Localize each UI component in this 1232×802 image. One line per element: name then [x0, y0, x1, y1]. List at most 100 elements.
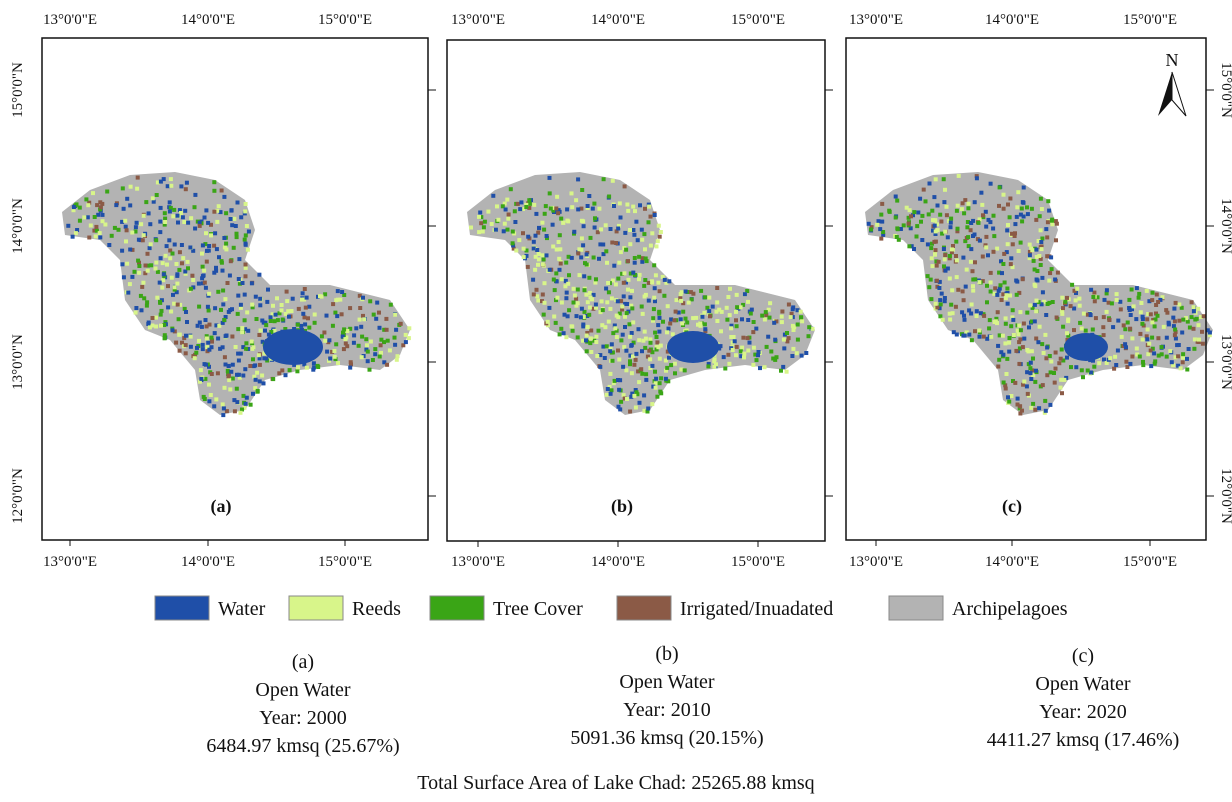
land-cover-pixel: [340, 334, 345, 339]
land-cover-pixel: [271, 377, 276, 382]
land-cover-pixel: [197, 338, 201, 343]
land-cover-pixel: [563, 284, 568, 289]
land-cover-pixel: [969, 302, 974, 307]
land-cover-pixel: [604, 249, 609, 254]
land-cover-pixel: [223, 334, 228, 339]
land-cover-pixel: [304, 295, 309, 300]
land-cover-pixel: [243, 209, 248, 214]
land-cover-pixel: [633, 388, 638, 392]
land-cover-pixel: [712, 364, 717, 369]
land-cover-pixel: [643, 206, 647, 211]
land-cover-pixel: [537, 225, 541, 230]
land-cover-pixel: [606, 281, 611, 285]
land-cover-pixel: [515, 201, 520, 206]
land-cover-pixel: [596, 328, 601, 333]
land-cover-pixel: [1191, 305, 1196, 310]
land-cover-pixel: [925, 274, 930, 279]
land-cover-pixel: [531, 239, 536, 244]
land-cover-pixel: [333, 310, 338, 315]
x-tick-label: 13°0'0"E: [43, 12, 97, 28]
land-cover-pixel: [619, 399, 624, 404]
caption-label: (b): [655, 643, 678, 665]
land-cover-pixel: [1045, 345, 1050, 350]
land-cover-pixel: [138, 293, 143, 298]
land-cover-pixel: [296, 365, 300, 370]
land-cover-pixel: [224, 241, 229, 246]
land-cover-pixel: [1176, 363, 1181, 368]
land-cover-pixel: [985, 336, 990, 341]
land-cover-pixel: [1034, 368, 1038, 373]
land-cover-pixel: [624, 311, 629, 316]
land-cover-pixel: [1050, 217, 1055, 222]
land-cover-pixel: [1018, 240, 1023, 245]
land-cover-pixel: [236, 293, 241, 298]
land-cover-pixel: [179, 243, 184, 247]
land-cover-pixel: [738, 349, 743, 354]
land-cover-pixel: [588, 341, 593, 346]
land-cover-pixel: [477, 214, 481, 219]
land-cover-pixel: [715, 319, 720, 323]
land-cover-pixel: [933, 232, 938, 236]
land-cover-pixel: [676, 310, 681, 315]
land-cover-pixel: [1181, 352, 1186, 357]
land-cover-pixel: [1144, 288, 1149, 293]
land-cover-pixel: [284, 289, 289, 294]
land-cover-pixel: [335, 297, 340, 302]
land-cover-pixel: [248, 364, 253, 368]
land-cover-pixel: [962, 333, 967, 338]
open-water: [1064, 333, 1108, 361]
land-cover-pixel: [198, 368, 203, 373]
land-cover-pixel: [572, 293, 577, 298]
land-cover-pixel: [931, 228, 935, 233]
land-cover-pixel: [930, 241, 934, 246]
land-cover-pixel: [1018, 404, 1023, 409]
land-cover-pixel: [594, 277, 598, 282]
land-cover-pixel: [200, 251, 204, 256]
x-tick-label: 15°0'0"E: [731, 12, 785, 28]
land-cover-pixel: [525, 264, 530, 269]
land-cover-pixel: [628, 242, 633, 247]
land-cover-pixel: [1150, 320, 1155, 325]
land-cover-pixel: [521, 246, 526, 251]
land-cover-pixel: [584, 262, 589, 267]
land-cover-pixel: [1193, 317, 1198, 322]
land-cover-pixel: [971, 284, 975, 289]
land-cover-pixel: [240, 407, 244, 412]
land-cover-pixel: [238, 302, 243, 307]
land-cover-pixel: [996, 364, 1001, 369]
land-cover-pixel: [661, 319, 665, 324]
land-cover-pixel: [1134, 317, 1139, 322]
land-cover-pixel: [605, 300, 610, 305]
land-cover-pixel: [238, 351, 243, 356]
land-cover-pixel: [151, 199, 156, 204]
land-cover-pixel: [653, 299, 657, 304]
land-cover-pixel: [629, 394, 634, 399]
land-cover-pixel: [555, 194, 560, 199]
land-cover-pixel: [947, 276, 952, 281]
land-cover-pixel: [168, 205, 173, 210]
land-cover-pixel: [185, 320, 189, 324]
caption-area: 6484.97 kmsq (25.67%): [206, 735, 399, 757]
land-cover-pixel: [212, 331, 217, 336]
land-cover-pixel: [1185, 367, 1190, 372]
land-cover-pixel: [216, 204, 221, 209]
land-cover-pixel: [319, 294, 324, 299]
land-cover-pixel: [788, 315, 793, 320]
land-cover-pixel: [790, 315, 795, 320]
land-cover-pixel: [1128, 313, 1133, 317]
land-cover-pixel: [592, 201, 597, 206]
land-cover-pixel: [1066, 333, 1071, 338]
land-cover-pixel: [623, 230, 628, 235]
land-cover-pixel: [199, 324, 204, 329]
land-cover-pixel: [1038, 256, 1043, 261]
map-panel: [62, 172, 412, 418]
land-cover-pixel: [880, 201, 885, 206]
x-tick-label: 14°0'0"E: [181, 554, 235, 570]
land-cover-pixel: [741, 335, 746, 340]
land-cover-pixel: [159, 308, 164, 313]
land-cover-pixel: [359, 324, 364, 329]
north-arrow: [1158, 72, 1172, 116]
land-cover-pixel: [786, 302, 791, 307]
land-cover-pixel: [610, 278, 615, 283]
land-cover-pixel: [1009, 324, 1014, 329]
